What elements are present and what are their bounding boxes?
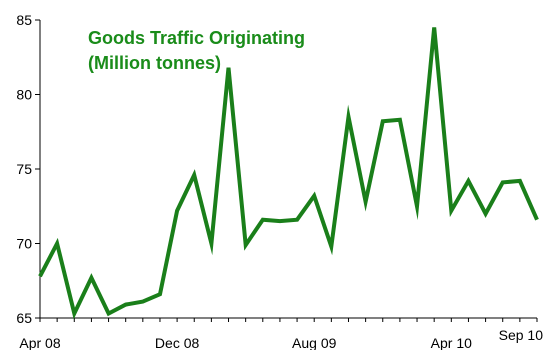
x-tick-label: Apr 10 [431, 335, 472, 350]
chart-series [38, 27, 539, 320]
x-tick-label: Apr 08 [19, 335, 60, 350]
y-tick-label: 65 [16, 310, 32, 326]
series-line [38, 27, 539, 320]
x-tick-label: Aug 09 [292, 335, 337, 350]
chart-ticks: 65 70 75 80 85 Apr 08 Dec 08 Aug 09 Apr 10 Sep 10 [16, 12, 543, 350]
y-tick-label: 85 [16, 12, 32, 28]
y-tick-label: 75 [16, 161, 32, 177]
chart-title-line1: Goods Traffic Originating [88, 28, 305, 48]
chart-title-line2: (Million tonnes) [88, 53, 221, 73]
y-tick-label: 70 [16, 236, 32, 252]
y-tick-label: 80 [16, 87, 32, 103]
x-tick-label: Sep 10 [499, 327, 544, 343]
x-tick-label: Dec 08 [155, 335, 200, 350]
